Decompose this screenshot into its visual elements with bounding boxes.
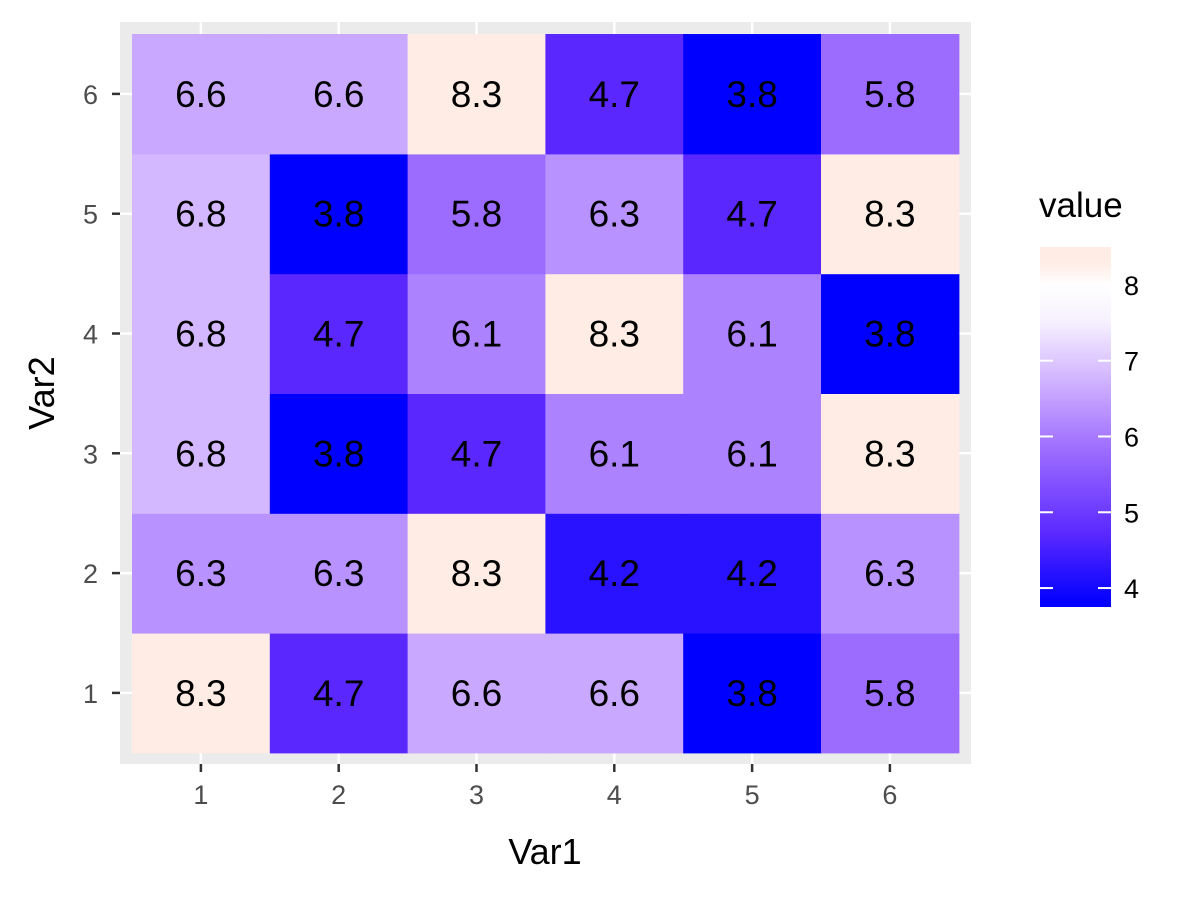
y-tick-label-5: 5 xyxy=(83,200,98,230)
y-tick-label-4: 4 xyxy=(83,320,98,350)
x-tick-label-1: 1 xyxy=(193,780,208,810)
x-tick-label-3: 3 xyxy=(469,780,484,810)
cell-label-1-4: 6.8 xyxy=(175,314,226,355)
cell-label-2-6: 6.6 xyxy=(313,74,364,115)
legend-label-7: 7 xyxy=(1124,347,1139,377)
legend-label-5: 5 xyxy=(1124,498,1139,528)
legend-label-4: 4 xyxy=(1124,574,1139,604)
cell-label-1-5: 6.8 xyxy=(175,194,226,235)
cell-label-6-5: 8.3 xyxy=(864,194,915,235)
cell-label-2-3: 3.8 xyxy=(313,433,364,474)
legend-colorbar xyxy=(1040,247,1111,607)
cell-label-4-4: 8.3 xyxy=(589,314,640,355)
cell-label-4-2: 4.2 xyxy=(589,553,640,594)
legend: value 4 5 6 7 8 xyxy=(1039,186,1139,607)
x-tick-label-5: 5 xyxy=(745,780,760,810)
legend-label-8: 8 xyxy=(1124,271,1139,301)
x-tick-label-4: 4 xyxy=(607,780,622,810)
cell-label-6-6: 5.8 xyxy=(864,74,915,115)
cell-label-4-5: 6.3 xyxy=(589,194,640,235)
cell-label-6-4: 3.8 xyxy=(864,314,915,355)
y-axis: 1 2 3 4 5 6 xyxy=(83,80,120,709)
cell-label-3-3: 4.7 xyxy=(451,433,502,474)
cell-label-6-1: 5.8 xyxy=(864,673,915,714)
x-tick-label-6: 6 xyxy=(882,780,897,810)
y-tick-label-3: 3 xyxy=(83,439,98,469)
cell-label-5-6: 3.8 xyxy=(726,74,777,115)
cell-label-1-1: 8.3 xyxy=(175,673,226,714)
cell-label-4-3: 6.1 xyxy=(589,433,640,474)
legend-label-6: 6 xyxy=(1124,422,1139,452)
cell-label-5-4: 6.1 xyxy=(726,314,777,355)
cell-label-3-5: 5.8 xyxy=(451,194,502,235)
legend-title: value xyxy=(1039,186,1123,225)
cell-label-5-3: 6.1 xyxy=(726,433,777,474)
cell-label-3-1: 6.6 xyxy=(451,673,502,714)
cell-label-1-2: 6.3 xyxy=(175,553,226,594)
cell-label-5-2: 4.2 xyxy=(726,553,777,594)
cell-label-3-6: 8.3 xyxy=(451,74,502,115)
x-axis-title: Var1 xyxy=(508,831,581,872)
cell-label-2-2: 6.3 xyxy=(313,553,364,594)
heatmap-cells xyxy=(132,34,959,753)
cell-label-3-2: 8.3 xyxy=(451,553,502,594)
y-tick-label-1: 1 xyxy=(83,679,98,709)
cell-label-4-6: 4.7 xyxy=(589,74,640,115)
y-axis-title: Var2 xyxy=(21,356,62,429)
cell-label-6-3: 8.3 xyxy=(864,433,915,474)
cell-label-5-1: 3.8 xyxy=(726,673,777,714)
cell-label-3-4: 6.1 xyxy=(451,314,502,355)
cell-label-1-6: 6.6 xyxy=(175,74,226,115)
x-axis: 1 2 3 4 5 6 xyxy=(193,764,897,810)
cell-label-2-4: 4.7 xyxy=(313,314,364,355)
cell-label-4-1: 6.6 xyxy=(589,673,640,714)
cell-label-2-5: 3.8 xyxy=(313,194,364,235)
y-tick-label-2: 2 xyxy=(83,559,98,589)
cell-label-6-2: 6.3 xyxy=(864,553,915,594)
cell-label-5-5: 4.7 xyxy=(726,194,777,235)
cell-label-2-1: 4.7 xyxy=(313,673,364,714)
y-tick-label-6: 6 xyxy=(83,80,98,110)
x-tick-label-2: 2 xyxy=(331,780,346,810)
cell-label-1-3: 6.8 xyxy=(175,433,226,474)
